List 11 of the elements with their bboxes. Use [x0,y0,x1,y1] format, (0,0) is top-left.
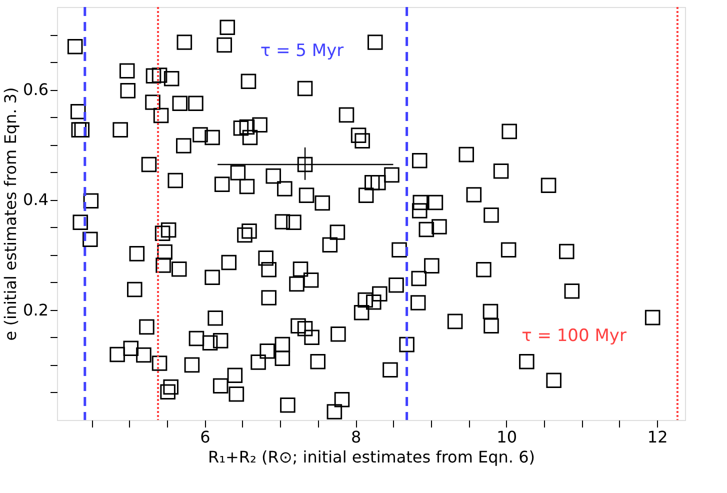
annotation: τ = 100 Myr [522,326,626,346]
y-axis-title: e (initial estimates from Eqn. 3) [1,87,20,341]
y-tick-label: 0.4 [23,190,48,210]
x-tick-label: 8 [350,428,362,446]
y-tick-label: 0.6 [23,80,48,100]
y-tick-label: 0.2 [23,300,48,320]
annotation: τ = 5 Myr [260,41,344,61]
x-tick-label: 10 [496,428,518,446]
x-tick-label: 6 [200,428,210,446]
x-tick-label: 12 [647,428,668,446]
x-axis-title: R₁+R₂ (R⊙; initial estimates from Eqn. 6) [208,448,536,466]
